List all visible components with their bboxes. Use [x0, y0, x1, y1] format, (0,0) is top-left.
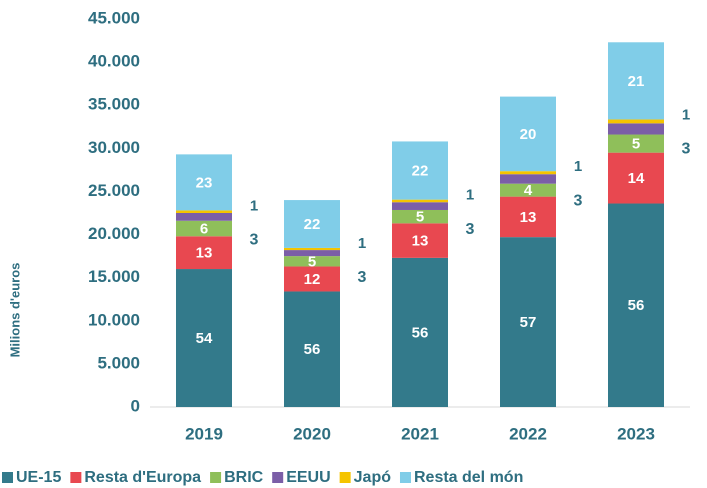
bar-segment [284, 256, 340, 267]
share-label: 14 [628, 170, 645, 187]
bar-segment [284, 200, 340, 248]
bar-segment [608, 203, 664, 407]
y-tick-label: 0 [131, 396, 140, 415]
bar-segment [176, 210, 232, 213]
share-label: 1 [574, 158, 582, 175]
bar-segment [500, 196, 556, 238]
legend-label: BRIC [224, 469, 264, 486]
bar-segment [392, 257, 448, 407]
legend-label: UE-15 [16, 469, 61, 486]
legend-swatch [272, 472, 284, 483]
y-tick-label: 20.000 [88, 224, 140, 243]
share-label: 13 [412, 233, 429, 250]
share-label: 5 [416, 209, 424, 226]
share-label: 5 [308, 253, 316, 270]
legend-label: EEUU [286, 469, 330, 486]
share-label: 13 [196, 245, 213, 262]
share-label: 3 [250, 232, 259, 249]
bar-segment [608, 119, 664, 124]
x-tick-label: 2023 [617, 424, 655, 443]
bar-segment [392, 141, 448, 200]
bar-segment [176, 220, 232, 237]
share-label: 23 [196, 174, 213, 191]
legend-label: Japó [354, 469, 392, 486]
x-tick-label: 2019 [185, 424, 223, 443]
legend-swatch [210, 472, 222, 483]
y-axis-label: Milions d'euros [7, 263, 22, 358]
bar-segment [500, 237, 556, 407]
bar-segment [176, 269, 232, 407]
share-label: 57 [520, 314, 537, 331]
bar-segment [500, 96, 556, 172]
bar-segment [392, 199, 448, 203]
y-tick-label: 25.000 [88, 181, 140, 200]
share-label: 3 [466, 221, 475, 238]
x-tick-label: 2022 [509, 424, 547, 443]
bar-segment [608, 134, 664, 153]
y-tick-label: 5.000 [97, 353, 140, 372]
bar-segment [500, 171, 556, 175]
y-tick-label: 45.000 [88, 8, 140, 27]
bar-segment [176, 213, 232, 221]
share-label: 4 [524, 182, 533, 199]
bar-segment [284, 247, 340, 251]
share-label: 3 [682, 141, 691, 158]
bar-segment [392, 202, 448, 210]
share-label: 56 [628, 297, 645, 314]
share-label: 1 [250, 197, 258, 214]
bar-segment [176, 154, 232, 211]
share-label: 56 [304, 341, 321, 358]
y-tick-label: 10.000 [88, 310, 140, 329]
bar-segment [608, 123, 664, 135]
bar-segment [608, 152, 664, 204]
legend-swatch [2, 472, 13, 483]
bar-segment [284, 266, 340, 292]
bar-segment [392, 209, 448, 224]
share-label: 12 [304, 271, 321, 288]
legend-label: Resta del món [414, 469, 523, 486]
share-label: 1 [466, 187, 474, 204]
legend-swatch [399, 472, 411, 483]
bar-segment [284, 291, 340, 407]
share-label: 3 [358, 269, 367, 286]
share-label: 3 [574, 192, 583, 209]
share-label: 56 [412, 324, 429, 341]
legend-swatch [70, 472, 82, 483]
y-tick-label: 15.000 [88, 267, 140, 286]
x-tick-label: 2021 [401, 424, 439, 443]
share-label: 20 [520, 126, 537, 143]
x-tick-label: 2020 [293, 424, 331, 443]
legend-label: Resta d'Europa [84, 469, 201, 486]
y-tick-label: 35.000 [88, 95, 140, 114]
share-label: 1 [682, 106, 690, 123]
share-label: 22 [304, 216, 321, 233]
bar-segment [500, 174, 556, 184]
share-label: 1 [358, 235, 366, 252]
bar-segment [608, 42, 664, 120]
bar-segment [176, 236, 232, 270]
bar-segment [284, 250, 340, 257]
share-label: 22 [412, 163, 429, 180]
legend-swatch [339, 472, 351, 483]
bar-segment [392, 223, 448, 258]
y-tick-label: 40.000 [88, 52, 140, 71]
share-label: 5 [632, 136, 640, 153]
y-tick-label: 30.000 [88, 138, 140, 157]
share-label: 21 [628, 73, 645, 90]
share-label: 6 [200, 220, 208, 237]
bar-segment [500, 183, 556, 197]
share-label: 13 [520, 209, 537, 226]
share-label: 54 [196, 330, 213, 347]
